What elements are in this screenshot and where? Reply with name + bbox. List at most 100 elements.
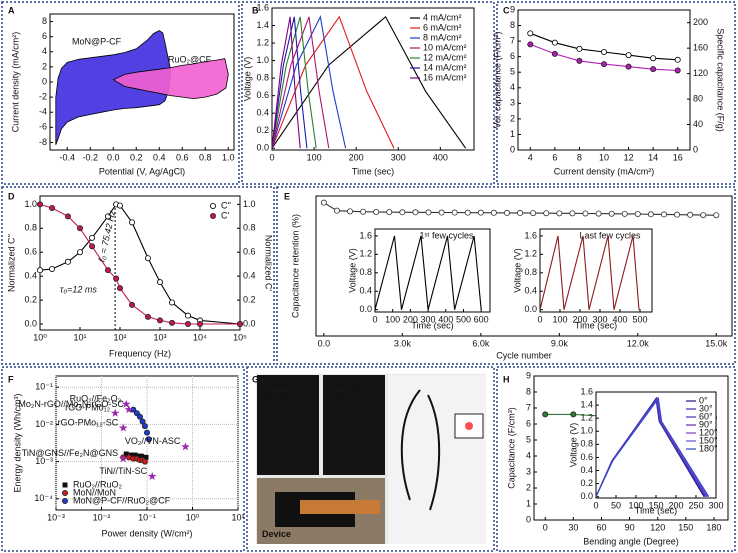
photo-label-line: CF <box>331 391 343 401</box>
marker <box>412 209 419 216</box>
x-axis-label: Potential (V, Ag/AgCl) <box>99 166 185 176</box>
marker <box>650 55 657 62</box>
x-tick-label: 10³ <box>153 332 166 342</box>
y-tick-label: 1.0 <box>256 55 269 65</box>
y2-tick-label: 0.2 <box>243 294 256 304</box>
circuit-photo <box>388 375 486 544</box>
marker <box>650 66 657 73</box>
photo-label: MoN@ P-CF <box>266 380 294 401</box>
x-tick-label: 100 <box>628 500 643 510</box>
legend-label: MoN//MoN <box>73 487 116 497</box>
marker <box>438 209 445 216</box>
y-tick-label: 8 <box>42 16 47 26</box>
marker <box>184 312 191 319</box>
panel-border <box>276 186 736 365</box>
series-line <box>374 235 482 310</box>
y2-tick-label: 40 <box>693 119 703 129</box>
y-tick-label: 0.2 <box>256 125 269 135</box>
y-tick-label: 8 <box>526 386 531 396</box>
y-tick-label: 0.8 <box>256 72 269 82</box>
marker <box>62 482 68 488</box>
annotation: TiN@GNS//Fe₂N@GNS <box>22 448 118 458</box>
marker <box>117 202 124 209</box>
marker <box>527 41 534 48</box>
legend-label: 0° <box>699 395 708 405</box>
marker <box>143 454 149 460</box>
x-tick-label: 250 <box>688 500 703 510</box>
marker <box>687 211 694 218</box>
panel-letter: B <box>252 5 259 15</box>
x-axis-label: Current density (mA/cm²) <box>554 166 655 176</box>
y-tick-label: 0.4 <box>256 108 269 118</box>
y-tick-label: 3 <box>510 98 515 108</box>
y-tick-label: 10⁻¹ <box>35 382 53 392</box>
y-tick-label: 0.2 <box>580 478 593 488</box>
inset-title: Last few cycles <box>579 230 641 240</box>
x-tick-label: 100 <box>307 152 322 162</box>
x-axis-label: Power density (W/cm²) <box>101 528 192 538</box>
series-line <box>271 16 330 149</box>
legend-label: 60° <box>699 411 713 421</box>
y-tick-label: 8 <box>510 20 515 30</box>
y-tick-label: 1.4 <box>256 20 269 30</box>
y-tick-label: -6 <box>39 122 47 132</box>
y-axis-label: Normalized C'' <box>6 234 16 292</box>
x-tick-label: 400 <box>612 314 627 324</box>
plot-area <box>39 195 241 331</box>
marker <box>156 279 163 286</box>
legend-label: C'' <box>221 200 231 210</box>
y-tick-label: 0 <box>42 76 47 86</box>
y-tick-label: 7 <box>526 402 531 412</box>
x-tick-label: 0.0 <box>107 152 120 162</box>
y-axis-label: Vol. capacitance (F/cm³) <box>492 31 502 128</box>
y-tick-label: 1.2 <box>359 249 372 259</box>
panel-letter: C <box>503 5 510 15</box>
y-tick-label: 0.0 <box>256 143 269 153</box>
panel-letter: G <box>252 374 259 384</box>
x-tick-label: 150 <box>678 522 693 532</box>
x-tick-label: 100 <box>385 314 400 324</box>
y2-tick-label: 1.0 <box>243 199 256 209</box>
y-tick-label: 6 <box>510 51 515 61</box>
annotation: RuO₂//Fe₂O₃ <box>70 394 122 404</box>
x-tick-label: 6.0k <box>472 338 490 348</box>
marker <box>399 209 406 216</box>
marker <box>320 199 327 206</box>
legend-label: 30° <box>699 403 713 413</box>
plot-area <box>517 9 691 151</box>
panel-letter: E <box>284 191 290 201</box>
y2-tick-label: 200 <box>693 17 708 27</box>
y-tick-label: 1.6 <box>524 230 537 240</box>
photo-label: RuO₂@ CF <box>331 380 363 401</box>
series-label: RuO₂@CF <box>168 54 212 64</box>
legend-label: 14 mA/cm² <box>423 62 467 72</box>
y-axis-label: Capacitance (F/cm³) <box>506 407 516 489</box>
x-tick-label: 12.0k <box>627 338 650 348</box>
led <box>465 422 473 430</box>
marker <box>490 209 497 216</box>
annotation: Mo₂N-rGO//Mo₂N-rGO-SC <box>18 399 124 409</box>
y-tick-label: 0.8 <box>359 267 372 277</box>
marker <box>464 209 471 216</box>
x-axis-label: Time (sec) <box>411 320 453 330</box>
y-tick-label: 0.2 <box>24 294 37 304</box>
x-axis-label: Bending angle (Degree) <box>583 536 679 546</box>
panel-border <box>496 366 736 552</box>
x-tick-label: 0 <box>372 314 377 324</box>
x-tick-label: 12 <box>624 152 634 162</box>
y-tick-label: 1 <box>526 498 531 508</box>
legend-label: 10 mA/cm² <box>423 42 467 52</box>
y2-tick-label: 0.4 <box>243 271 256 281</box>
y-axis-label: Voltage (V) <box>242 57 252 102</box>
y-tick-label: 1.2 <box>256 37 269 47</box>
y2-axis-label: Specific capacitance (F/g) <box>716 28 726 132</box>
marker <box>62 497 69 504</box>
marker <box>37 267 44 274</box>
series-line <box>112 58 229 100</box>
x-tick-label: 8 <box>577 152 582 162</box>
marker <box>542 411 549 418</box>
series-line <box>271 16 308 149</box>
x-tick-label: 200 <box>349 152 364 162</box>
annotation: rGO-PMo₁₂ <box>65 403 111 413</box>
y-axis-label: Voltage (V) <box>512 248 522 293</box>
